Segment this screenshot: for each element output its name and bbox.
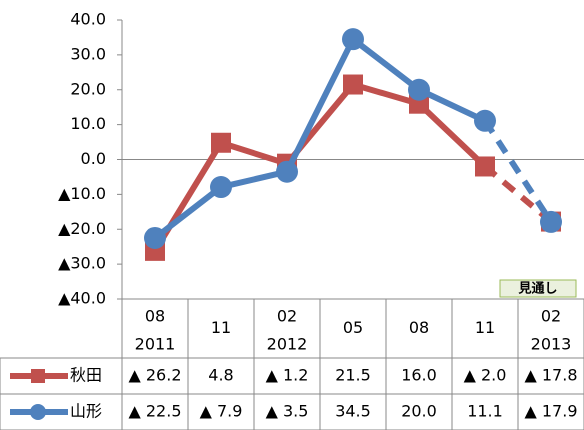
x-tick-label: 08 <box>409 318 429 337</box>
table-value: ▲ 1.2 <box>266 366 309 385</box>
table-value: ▲ 2.0 <box>464 366 507 385</box>
series-line <box>152 81 488 253</box>
table-value: 11.1 <box>467 402 503 421</box>
y-tick-label: ▲10.0 <box>58 184 106 203</box>
x-tick-label: 2013 <box>531 335 572 354</box>
y-tick-label: ▲20.0 <box>58 219 106 238</box>
table-value: ▲ 3.5 <box>266 402 309 421</box>
legend-label: 秋田 <box>70 366 102 385</box>
series-line-dashed <box>482 119 554 224</box>
x-tick-label: 2012 <box>267 335 308 354</box>
table-value: 20.0 <box>401 402 437 421</box>
x-tick-label: 11 <box>211 318 231 337</box>
table-value: ▲ 22.5 <box>128 402 181 421</box>
y-tick-label: ▲40.0 <box>58 289 106 308</box>
legend-marker <box>30 404 46 420</box>
table-value: 16.0 <box>401 366 437 385</box>
marker <box>210 176 232 199</box>
annotation: 見通し <box>517 281 557 297</box>
table-value: ▲ 26.2 <box>128 366 181 385</box>
x-tick-label: 05 <box>343 318 363 337</box>
series-line <box>153 36 487 241</box>
marker <box>342 28 364 51</box>
y-tick-label: 30.0 <box>70 44 106 63</box>
x-tick-label: 2011 <box>135 335 176 354</box>
x-tick-label: 02 <box>541 307 561 326</box>
marker <box>540 210 562 233</box>
y-tick-label: 20.0 <box>70 79 106 98</box>
table-value: ▲ 7.9 <box>200 402 243 421</box>
x-tick-label: 11 <box>475 318 495 337</box>
table-value: ▲ 17.9 <box>524 402 577 421</box>
table-value: 4.8 <box>208 366 233 385</box>
marker <box>211 132 231 153</box>
table-value: ▲ 17.8 <box>524 366 577 385</box>
y-tick-label: ▲30.0 <box>58 254 106 273</box>
marker <box>408 78 430 101</box>
marker <box>276 160 298 183</box>
y-tick-label: 10.0 <box>70 114 106 133</box>
y-tick-label: 40.0 <box>70 10 106 29</box>
marker <box>475 156 495 177</box>
legend-marker <box>31 369 45 383</box>
annotation-box <box>499 279 577 298</box>
marker <box>474 109 496 132</box>
marker <box>144 226 166 249</box>
x-tick-label: 02 <box>277 307 297 326</box>
legend-label: 山形 <box>70 402 102 421</box>
table-value: 21.5 <box>335 366 371 385</box>
y-tick-label: 0.0 <box>81 149 106 168</box>
x-tick-label: 08 <box>145 307 165 326</box>
marker <box>343 74 363 95</box>
table-value: 34.5 <box>335 402 371 421</box>
